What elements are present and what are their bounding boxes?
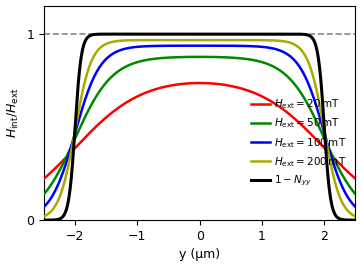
$H_{\mathrm{ext}} = 50\,\mathrm{mT}$ xyxy=(159,57,164,60)
$H_{\mathrm{ext}} = 100\,\mathrm{mT}$ xyxy=(246,45,251,48)
$1 - N_{yy}$ xyxy=(187,33,192,36)
$H_{\mathrm{ext}} = 200\,\mathrm{mT}$ xyxy=(197,38,202,42)
$H_{\mathrm{ext}} = 200\,\mathrm{mT}$ xyxy=(35,217,40,220)
$H_{\mathrm{ext}} = 20\,\mathrm{mT}$ xyxy=(159,86,164,89)
$1 - N_{yy}$ xyxy=(159,33,164,36)
$H_{\mathrm{ext}} = 20\,\mathrm{mT}$ xyxy=(197,81,202,85)
$1 - N_{yy}$ xyxy=(302,33,306,36)
$H_{\mathrm{ext}} = 20\,\mathrm{mT}$ xyxy=(35,182,40,186)
$H_{\mathrm{ext}} = 100\,\mathrm{mT}$ xyxy=(197,44,202,47)
$H_{\mathrm{ext}} = 200\,\mathrm{mT}$ xyxy=(159,38,164,42)
$H_{\mathrm{ext}} = 50\,\mathrm{mT}$ xyxy=(246,58,251,61)
Line: $H_{\mathrm{ext}} = 50\,\mathrm{mT}$: $H_{\mathrm{ext}} = 50\,\mathrm{mT}$ xyxy=(38,57,361,201)
$H_{\mathrm{ext}} = 50\,\mathrm{mT}$ xyxy=(35,199,40,202)
$H_{\mathrm{ext}} = 20\,\mathrm{mT}$ xyxy=(360,182,361,186)
$1 - N_{yy}$ xyxy=(277,33,282,36)
$H_{\mathrm{ext}} = 200\,\mathrm{mT}$ xyxy=(246,38,251,42)
$H_{\mathrm{ext}} = 100\,\mathrm{mT}$ xyxy=(35,210,40,214)
$H_{\mathrm{ext}} = 20\,\mathrm{mT}$ xyxy=(230,85,234,88)
$H_{\mathrm{ext}} = 200\,\mathrm{mT}$ xyxy=(360,217,361,220)
$H_{\mathrm{ext}} = 50\,\mathrm{mT}$ xyxy=(230,56,234,59)
Line: $H_{\mathrm{ext}} = 200\,\mathrm{mT}$: $H_{\mathrm{ext}} = 200\,\mathrm{mT}$ xyxy=(38,40,361,218)
$H_{\mathrm{ext}} = 200\,\mathrm{mT}$ xyxy=(230,38,234,42)
$H_{\mathrm{ext}} = 50\,\mathrm{mT}$ xyxy=(197,55,202,58)
$H_{\mathrm{ext}} = 200\,\mathrm{mT}$ xyxy=(302,52,306,56)
$H_{\mathrm{ext}} = 100\,\mathrm{mT}$ xyxy=(94,70,99,74)
$H_{\mathrm{ext}} = 50\,\mathrm{mT}$ xyxy=(360,199,361,202)
Line: $1 - N_{yy}$: $1 - N_{yy}$ xyxy=(38,34,361,220)
$H_{\mathrm{ext}} = 200\,\mathrm{mT}$ xyxy=(277,39,282,42)
$H_{\mathrm{ext}} = 200\,\mathrm{mT}$ xyxy=(94,50,99,54)
$H_{\mathrm{ext}} = 20\,\mathrm{mT}$ xyxy=(246,89,251,92)
Legend: $H_{\mathrm{ext}} = 20\,\mathrm{mT}$, $H_{\mathrm{ext}} = 50\,\mathrm{mT}$, $H_{: $H_{\mathrm{ext}} = 20\,\mathrm{mT}$, $H… xyxy=(247,93,350,192)
$1 - N_{yy}$ xyxy=(360,219,361,222)
$H_{\mathrm{ext}} = 100\,\mathrm{mT}$ xyxy=(159,44,164,48)
$H_{\mathrm{ext}} = 50\,\mathrm{mT}$ xyxy=(277,69,282,72)
$H_{\mathrm{ext}} = 50\,\mathrm{mT}$ xyxy=(94,94,99,97)
$H_{\mathrm{ext}} = 100\,\mathrm{mT}$ xyxy=(302,73,306,76)
Line: $H_{\mathrm{ext}} = 20\,\mathrm{mT}$: $H_{\mathrm{ext}} = 20\,\mathrm{mT}$ xyxy=(38,83,361,184)
$H_{\mathrm{ext}} = 20\,\mathrm{mT}$ xyxy=(94,124,99,128)
Line: $H_{\mathrm{ext}} = 100\,\mathrm{mT}$: $H_{\mathrm{ext}} = 100\,\mathrm{mT}$ xyxy=(38,46,361,212)
$1 - N_{yy}$ xyxy=(94,33,99,36)
Y-axis label: $H_{\mathrm{int}}/H_{\mathrm{ext}}$: $H_{\mathrm{int}}/H_{\mathrm{ext}}$ xyxy=(5,88,21,138)
$H_{\mathrm{ext}} = 100\,\mathrm{mT}$ xyxy=(360,210,361,214)
$H_{\mathrm{ext}} = 100\,\mathrm{mT}$ xyxy=(277,49,282,52)
$H_{\mathrm{ext}} = 20\,\mathrm{mT}$ xyxy=(277,105,282,108)
$H_{\mathrm{ext}} = 100\,\mathrm{mT}$ xyxy=(230,44,234,47)
$H_{\mathrm{ext}} = 20\,\mathrm{mT}$ xyxy=(302,126,306,129)
X-axis label: y (μm): y (μm) xyxy=(179,249,220,261)
$1 - N_{yy}$ xyxy=(35,219,40,222)
$H_{\mathrm{ext}} = 50\,\mathrm{mT}$ xyxy=(302,96,306,100)
$1 - N_{yy}$ xyxy=(246,33,251,36)
$1 - N_{yy}$ xyxy=(230,33,234,36)
